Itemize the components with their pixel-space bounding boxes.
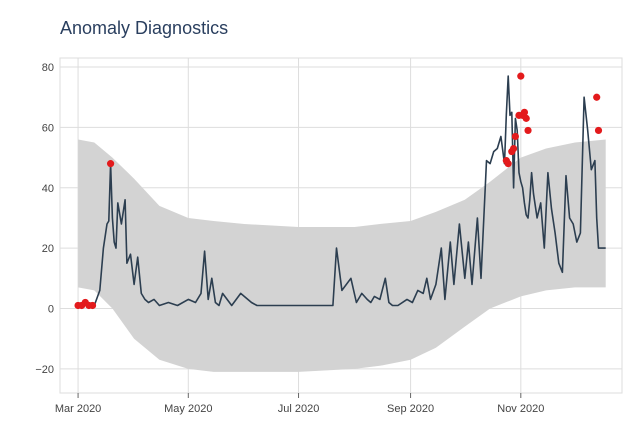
x-tick-label: Nov 2020 xyxy=(497,403,544,415)
confidence-band-layer xyxy=(78,139,606,372)
anomaly-point xyxy=(504,160,512,168)
anomaly-points-layer xyxy=(74,72,603,310)
anomaly-point xyxy=(106,160,115,168)
y-tick-label: 20 xyxy=(42,243,54,255)
axis-layer: 80 60 40 20 0 −20 Mar 2020 May 2020 Jul 2020 Sep … xyxy=(35,62,544,415)
anomaly-point xyxy=(509,144,518,153)
y-tick-label: 0 xyxy=(48,303,54,315)
anomaly-point xyxy=(594,126,603,135)
x-tick-label: Mar 2020 xyxy=(55,403,101,415)
anomaly-point xyxy=(593,93,601,101)
anomaly-point xyxy=(524,126,532,135)
y-tick-label: 80 xyxy=(42,62,54,74)
anomaly-point xyxy=(511,132,519,141)
x-tick-label: May 2020 xyxy=(164,403,212,415)
x-tick-label: Sep 2020 xyxy=(387,403,434,415)
plot-frame xyxy=(59,57,623,394)
anomaly-point xyxy=(520,108,529,116)
observed-line xyxy=(77,75,606,307)
x-tick-label: Jul 2020 xyxy=(278,403,320,415)
observed-line-layer xyxy=(77,75,606,307)
anomaly-point xyxy=(88,301,97,310)
anomaly-point xyxy=(517,72,525,80)
y-tick-label: 60 xyxy=(42,122,54,134)
anomaly-point xyxy=(522,114,530,122)
y-tick-label: −20 xyxy=(35,364,54,376)
y-tick-label: 40 xyxy=(42,183,54,195)
chart-title: Anomaly Diagnostics xyxy=(60,18,229,38)
confidence-band xyxy=(78,139,606,372)
